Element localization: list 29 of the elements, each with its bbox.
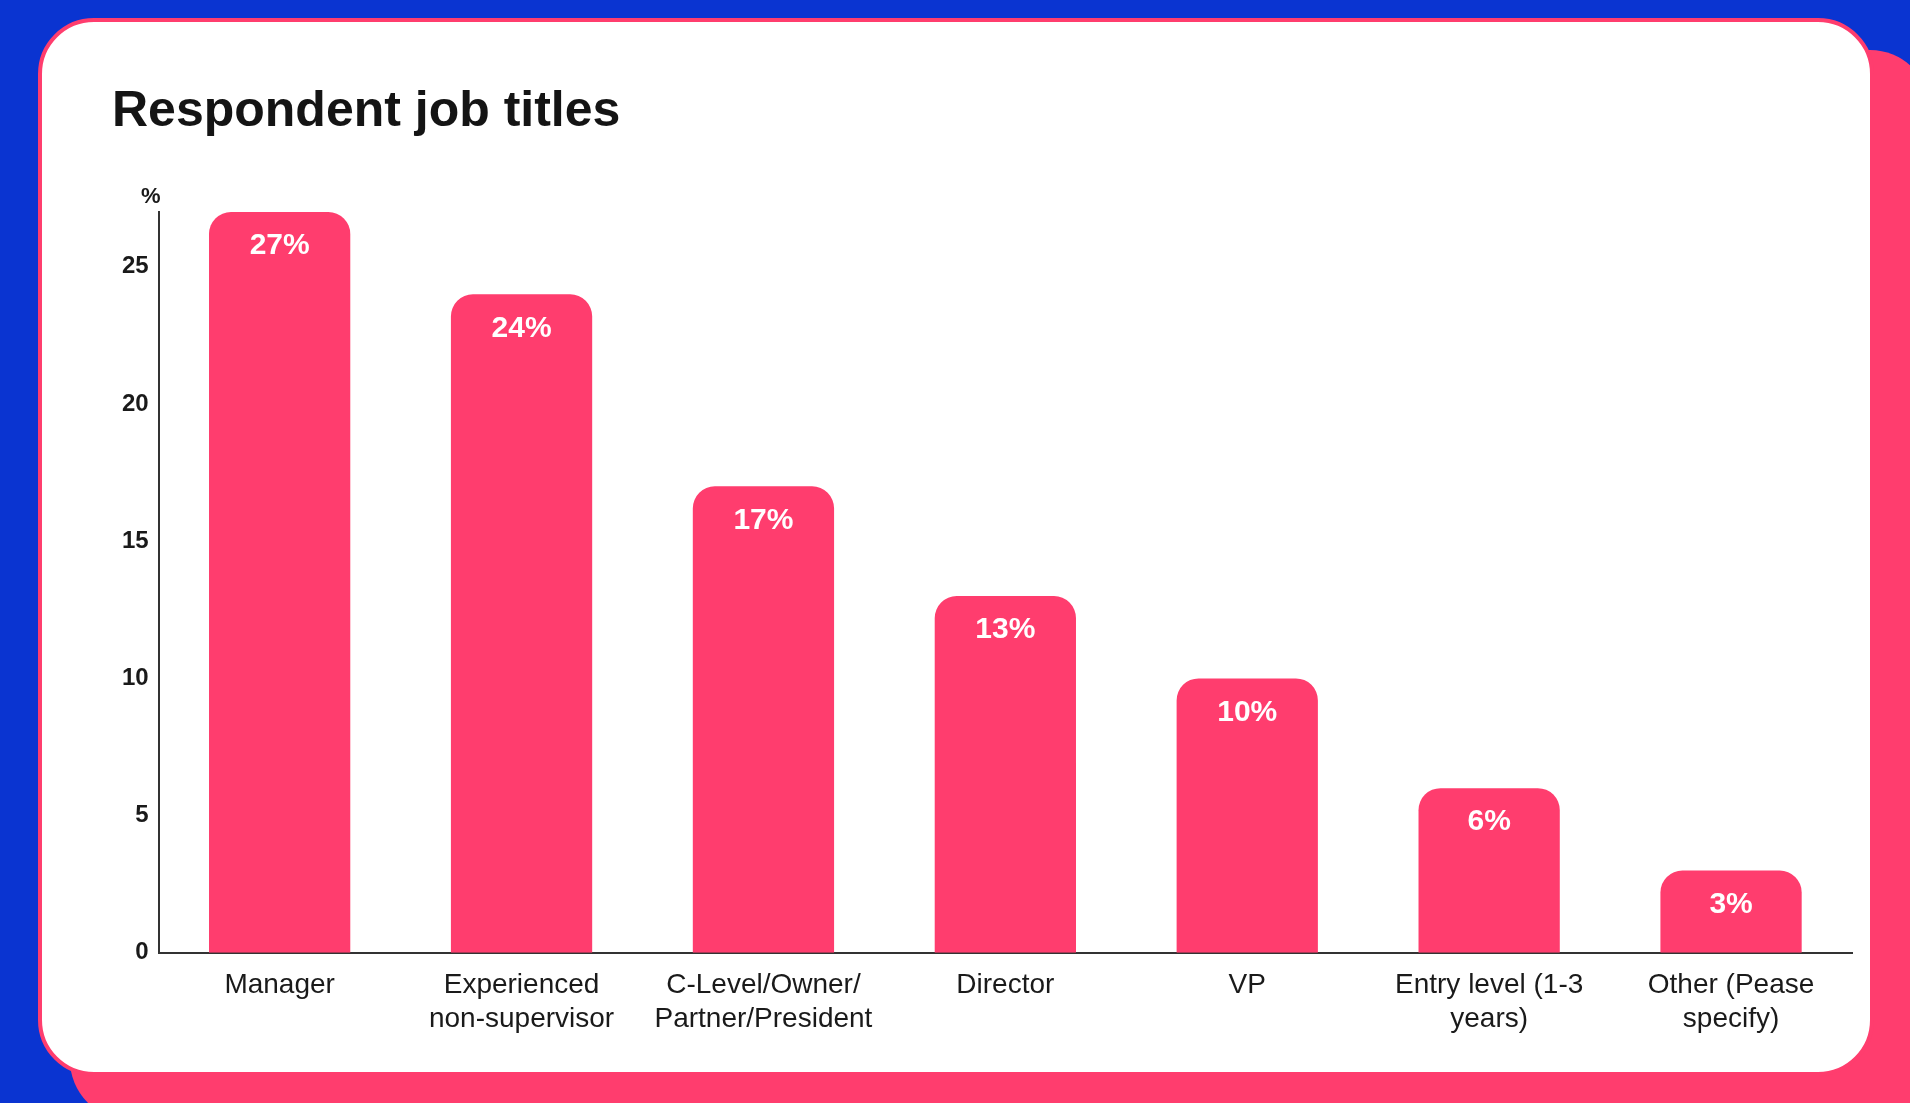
bar bbox=[934, 596, 1076, 953]
y-tick-label: 25 bbox=[121, 251, 149, 279]
y-axis-title: % bbox=[140, 183, 161, 209]
y-tick-label: 20 bbox=[121, 388, 149, 416]
bar bbox=[209, 212, 351, 953]
x-tick-label: Entry level (1-3 years) bbox=[1395, 968, 1584, 1033]
bar bbox=[1176, 678, 1318, 953]
x-tick-label: Other (Pease specify) bbox=[1647, 968, 1815, 1033]
data-label: 3% bbox=[1709, 885, 1753, 919]
y-tick-label: 0 bbox=[135, 937, 149, 965]
x-tick-label: Director bbox=[956, 968, 1055, 1000]
y-tick-label: 15 bbox=[121, 525, 149, 553]
y-tick-label: 10 bbox=[121, 663, 149, 691]
x-tick-label: C-Level/Owner/Partner/President bbox=[654, 968, 873, 1033]
bar bbox=[450, 294, 593, 953]
x-tick-label: Manager bbox=[224, 968, 335, 1000]
data-label: 27% bbox=[249, 227, 310, 261]
data-label: 10% bbox=[1217, 693, 1278, 727]
chart-title: Respondent job titles bbox=[112, 80, 621, 137]
x-tick-label: Experienced non-supervisor bbox=[428, 968, 615, 1033]
bar bbox=[1660, 870, 1802, 953]
bar bbox=[1418, 788, 1560, 953]
bar bbox=[692, 486, 835, 953]
x-tick-label: VP bbox=[1228, 968, 1266, 1000]
data-label: 17% bbox=[733, 501, 794, 535]
data-label: 6% bbox=[1467, 803, 1511, 837]
y-tick-label: 5 bbox=[135, 800, 149, 828]
data-label: 13% bbox=[975, 611, 1036, 645]
data-label: 24% bbox=[491, 309, 552, 343]
